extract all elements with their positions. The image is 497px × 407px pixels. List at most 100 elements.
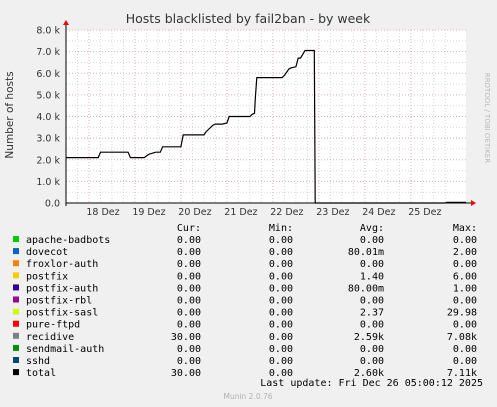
legend-row: total 30.00 0.00 2.60k 7.11k [13, 368, 477, 379]
legend-value-min: 0.00 [269, 320, 293, 331]
legend-row: sendmail-auth 0.00 0.00 0.00 0.00 [13, 344, 477, 355]
legend-value-min: 0.00 [269, 344, 293, 355]
legend-value-cur: 0.00 [177, 247, 201, 258]
legend-value-max: 0.00 [453, 320, 477, 331]
y-tick-labels: 0.0 1.0 k 2.0 k 3.0 k 4.0 k 5.0 k 6.0 k 7.0 k 8.… [36, 26, 60, 210]
legend-swatch [13, 284, 19, 291]
legend-header-avg: Avg: [360, 223, 384, 234]
legend-value-avg: 2.60k [354, 368, 384, 379]
legend-name: apache-badbots [26, 235, 110, 246]
legend-row: apache-badbots 0.00 0.00 0.00 0.00 [13, 235, 477, 246]
legend-value-cur: 0.00 [177, 235, 201, 246]
legend-row: postfix-sasl 0.00 0.00 2.37 29.98 [13, 308, 477, 319]
legend-value-avg: 80.00m [348, 283, 384, 294]
legend-row: pure-ftpd 0.00 0.00 0.00 0.00 [13, 320, 477, 331]
legend-value-avg: 0.00 [360, 235, 384, 246]
legend-value-max: 0.00 [453, 259, 477, 270]
legend-value-max: 0.00 [453, 235, 477, 246]
legend-value-cur: 0.00 [177, 344, 201, 355]
legend-value-max: 6.00 [453, 271, 477, 282]
legend-value-min: 0.00 [269, 296, 293, 307]
legend-value-avg: 0.00 [360, 344, 384, 355]
legend-value-max: 0.00 [453, 344, 477, 355]
legend-value-cur: 0.00 [177, 320, 201, 331]
legend-value-max: 29.98 [447, 308, 477, 319]
legend-name: recidive [26, 332, 74, 343]
legend-row: postfix 0.00 0.00 1.40 6.00 [13, 271, 477, 282]
legend-value-avg: 2.37 [360, 308, 384, 319]
legend-value-min: 0.00 [269, 259, 293, 270]
legend-swatch [13, 320, 19, 327]
legend-value-avg: 0.00 [360, 320, 384, 331]
legend-value-min: 0.00 [269, 308, 293, 319]
chart-title: Hosts blacklisted by fail2ban - by week [126, 11, 371, 26]
legend-name: pure-ftpd [26, 320, 80, 331]
legend-row: sshd 0.00 0.00 0.00 0.00 [13, 356, 477, 367]
legend-value-cur: 0.00 [177, 283, 201, 294]
legend-swatch [13, 344, 19, 351]
y-axis-arrow [63, 20, 69, 25]
x-axis-arrow [471, 200, 476, 206]
y-tick-label: 6.0 k [36, 69, 60, 80]
y-tick-label: 7.0 k [36, 47, 60, 58]
legend-name: postfix [26, 271, 68, 282]
x-tick-labels: 18 Dez 19 Dez 20 Dez 21 Dez 22 Dez 23 Dez 24 D… [86, 207, 441, 218]
legend: Cur: Min: Avg: Max:apache-badbots 0.00 0.00 0.… [13, 223, 477, 379]
axes [63, 20, 476, 206]
x-tick-label: 19 Dez [132, 207, 165, 218]
legend-swatch [13, 296, 19, 303]
legend-swatch [13, 272, 19, 279]
legend-value-avg: 2.59k [354, 332, 384, 343]
legend-value-min: 0.00 [269, 332, 293, 343]
legend-row: recidive 30.00 0.00 2.59k 7.08k [13, 332, 477, 343]
legend-swatch [13, 308, 19, 315]
x-tick-label: 23 Dez [316, 207, 349, 218]
legend-swatch [13, 248, 19, 255]
x-tick-label: 25 Dez [408, 207, 441, 218]
legend-row: froxlor-auth 0.00 0.00 0.00 0.00 [13, 259, 477, 270]
legend-value-min: 0.00 [269, 283, 293, 294]
legend-row: dovecot 0.00 0.00 80.01m 2.00 [13, 247, 477, 258]
legend-value-cur: 0.00 [177, 308, 201, 319]
legend-header-max: Max: [453, 223, 477, 234]
legend-name: sendmail-auth [26, 344, 104, 355]
legend-name: postfix-auth [26, 283, 98, 294]
legend-value-avg: 0.00 [360, 259, 384, 270]
legend-value-max: 2.00 [453, 247, 477, 258]
legend-value-min: 0.00 [269, 368, 293, 379]
y-tick-label: 3.0 k [36, 134, 60, 145]
legend-swatch [13, 332, 19, 339]
legend-row: postfix-auth 0.00 0.00 80.00m 1.00 [13, 283, 477, 294]
legend-swatch [13, 357, 19, 363]
x-tick-label: 18 Dez [86, 207, 119, 218]
minor-grid [65, 30, 466, 203]
legend-name: postfix-rbl [26, 296, 92, 307]
legend-value-cur: 0.00 [177, 259, 201, 270]
legend-value-avg: 0.00 [360, 296, 384, 307]
x-tick-label: 24 Dez [362, 207, 395, 218]
y-tick-label: 2.0 k [36, 155, 60, 166]
legend-name: sshd [26, 356, 50, 367]
legend-value-cur: 0.00 [177, 356, 201, 367]
legend-value-cur: 0.00 [177, 271, 201, 282]
legend-header-min: Min: [269, 223, 293, 234]
y-tick-label: 4.0 k [36, 112, 60, 123]
legend-value-cur: 30.00 [171, 332, 201, 343]
legend-value-max: 0.00 [453, 296, 477, 307]
legend-swatch [13, 260, 19, 267]
y-tick-label: 5.0 k [36, 90, 60, 101]
legend-value-avg: 1.40 [360, 271, 384, 282]
legend-value-avg: 80.01m [348, 247, 384, 258]
legend-value-avg: 0.00 [360, 356, 384, 367]
legend-value-max: 0.00 [453, 356, 477, 367]
x-tick-label: 22 Dez [270, 207, 303, 218]
x-tick-label: 20 Dez [178, 207, 211, 218]
y-tick-label: 0.0 [45, 199, 60, 210]
legend-value-max: 7.08k [447, 332, 477, 343]
y-tick-label: 8.0 k [36, 26, 60, 37]
legend-header-cur: Cur: [177, 223, 201, 234]
legend-swatch [13, 236, 19, 242]
legend-swatch [13, 369, 19, 376]
y-axis-label: Number of hosts [4, 71, 16, 158]
